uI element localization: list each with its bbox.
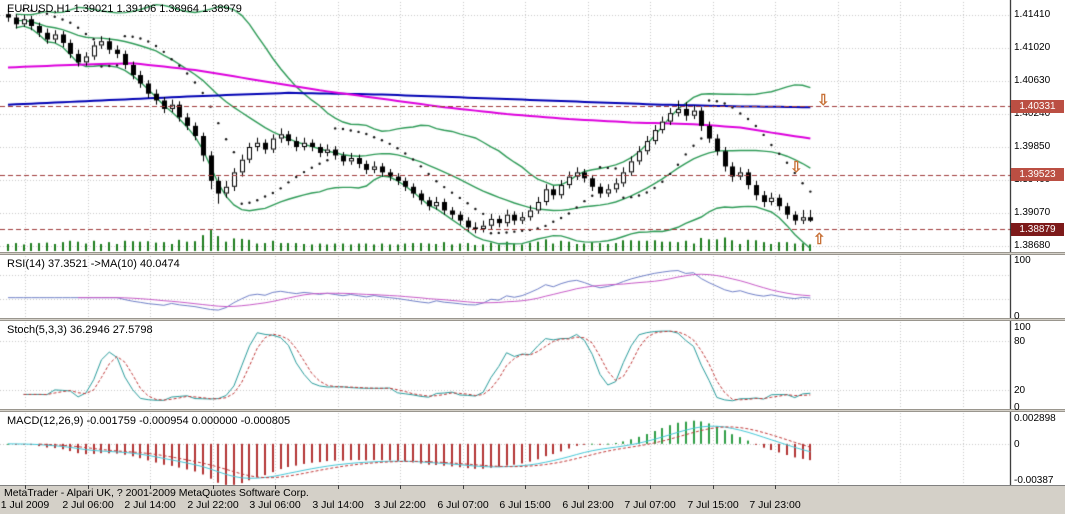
price-level-badge: 1.39523 (1011, 168, 1064, 182)
time-axis-tick (775, 485, 776, 489)
time-axis-label: 6 Jul 23:00 (562, 499, 614, 511)
stoch-indicator-label: Stoch(5,3,3) 36.2946 27.5798 (7, 324, 153, 336)
time-axis-tick (588, 485, 589, 489)
rsi-indicator-label: RSI(14) 37.3521 ->MA(10) 40.0474 (7, 258, 180, 270)
time-axis-tick (650, 485, 651, 489)
rsi-axis-label: 100 (1014, 255, 1031, 266)
time-axis-label: 7 Jul 15:00 (687, 499, 739, 511)
price-level-badge: 1.40331 (1011, 99, 1064, 113)
arrow-down-icon[interactable]: ⇩ (790, 159, 803, 176)
panel-separator[interactable] (0, 409, 1065, 412)
stoch-axis-label: 80 (1014, 335, 1026, 347)
time-axis-label: 7 Jul 07:00 (624, 499, 676, 511)
macd-axis-label: 0.002898 (1014, 413, 1056, 424)
time-axis-tick (463, 485, 464, 489)
time-axis-label: 2 Jul 22:00 (187, 499, 239, 511)
price-level-badge: 1.38879 (1011, 222, 1064, 236)
stoch-axis-label: 100 (1014, 322, 1031, 333)
time-axis-tick (150, 485, 151, 489)
time-axis-tick (713, 485, 714, 489)
macd-indicator-label: MACD(12,26,9) -0.001759 -0.000954 0.0000… (7, 415, 291, 427)
price-axis-label: 1.39850 (1014, 141, 1051, 152)
time-axis-tick (275, 485, 276, 489)
panel-separator[interactable] (0, 252, 1065, 255)
macd-axis-label: 0 (1014, 438, 1020, 450)
price-axis-label: 1.40630 (1014, 75, 1051, 86)
price-axis-label: 1.41410 (1014, 9, 1051, 20)
time-axis-label: 2 Jul 06:00 (62, 499, 114, 511)
macd-axis-label: -0.00387 (1014, 474, 1054, 486)
chart-title: EURUSD,H1 1.39021 1.39106 1.38964 1.3897… (7, 3, 242, 15)
time-axis-label: 2 Jul 14:00 (124, 499, 176, 511)
time-axis-tick (525, 485, 526, 489)
price-axis-label: 1.40240 (1014, 108, 1051, 119)
time-axis-label: 3 Jul 06:00 (249, 499, 301, 511)
time-axis-label: 3 Jul 22:00 (374, 499, 426, 511)
rsi-axis-label: 0 (1014, 311, 1020, 322)
time-axis-label: 7 Jul 23:00 (749, 499, 801, 511)
time-axis-tick (213, 485, 214, 489)
time-axis-label: 6 Jul 15:00 (499, 499, 551, 511)
time-axis[interactable]: MetaTrader - Alpari UK, ? 2001-2009 Meta… (0, 485, 1065, 514)
copyright-text: MetaTrader - Alpari UK, ? 2001-2009 Meta… (4, 487, 309, 499)
time-axis-tick (400, 485, 401, 489)
stoch-axis-label: 20 (1014, 385, 1026, 397)
time-axis-label: 6 Jul 07:00 (437, 499, 489, 511)
stoch-axis-label: 0 (1014, 402, 1020, 413)
panel-separator[interactable] (0, 318, 1065, 321)
time-axis-tick (88, 485, 89, 489)
price-axis-label: 1.39070 (1014, 207, 1051, 218)
arrow-up-icon[interactable]: ⇧ (813, 231, 826, 248)
time-axis-label: 3 Jul 14:00 (312, 499, 364, 511)
arrow-down-icon[interactable]: ⇩ (817, 92, 830, 109)
time-axis-label: 1 Jul 2009 (0, 499, 50, 511)
time-axis-tick (338, 485, 339, 489)
price-axis-label: 1.38680 (1014, 240, 1051, 251)
price-axis-label: 1.41020 (1014, 42, 1051, 53)
time-axis-tick (25, 485, 26, 489)
